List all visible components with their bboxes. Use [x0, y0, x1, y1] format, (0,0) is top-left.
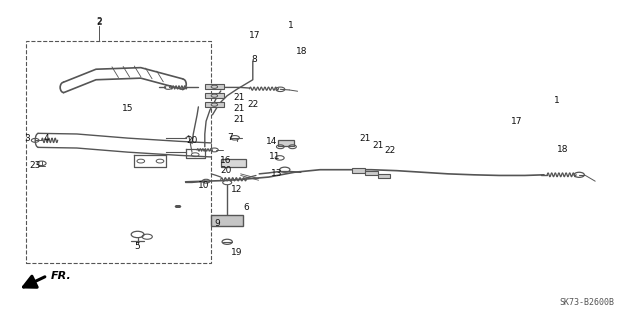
- Text: 1: 1: [289, 21, 294, 30]
- Text: 3: 3: [24, 134, 29, 143]
- Bar: [205, 93, 224, 98]
- Text: SK73-B2600B: SK73-B2600B: [559, 298, 614, 307]
- Text: FR.: FR.: [51, 271, 72, 281]
- Bar: [221, 159, 246, 167]
- Text: 1: 1: [554, 96, 559, 105]
- Ellipse shape: [218, 219, 237, 223]
- Text: 18: 18: [557, 145, 569, 154]
- Bar: [278, 140, 294, 146]
- Text: 21: 21: [233, 104, 244, 113]
- Text: 23: 23: [29, 161, 41, 170]
- Text: 22: 22: [247, 100, 259, 109]
- Text: 15: 15: [122, 104, 134, 113]
- Text: 4: 4: [44, 134, 49, 143]
- Text: 5: 5: [135, 242, 140, 251]
- Text: 21: 21: [359, 134, 371, 143]
- Bar: [205, 102, 224, 107]
- Text: 2: 2: [97, 18, 102, 27]
- Bar: [378, 174, 390, 178]
- Text: 14: 14: [266, 137, 278, 146]
- Text: 18: 18: [296, 47, 308, 56]
- Text: 22: 22: [385, 146, 396, 155]
- Text: 2: 2: [97, 17, 102, 26]
- Text: 8: 8: [252, 56, 257, 64]
- Text: 21: 21: [372, 141, 383, 150]
- Bar: [26, 41, 211, 263]
- Text: 16: 16: [220, 156, 232, 165]
- Text: 20: 20: [186, 136, 198, 145]
- Text: 19: 19: [231, 248, 243, 256]
- Text: 9: 9: [215, 219, 220, 228]
- Text: 21: 21: [233, 115, 244, 124]
- Bar: [352, 168, 365, 173]
- Text: 6: 6: [244, 203, 249, 212]
- Text: 20: 20: [220, 166, 232, 175]
- Text: 7: 7: [228, 133, 233, 142]
- Bar: [365, 171, 378, 175]
- Bar: [211, 215, 243, 226]
- Bar: [205, 84, 224, 89]
- Text: 13: 13: [271, 169, 282, 178]
- Text: 12: 12: [231, 185, 243, 194]
- Text: 17: 17: [511, 117, 523, 126]
- Text: 21: 21: [233, 93, 244, 102]
- Text: 10: 10: [198, 181, 209, 190]
- Text: 17: 17: [249, 31, 260, 40]
- Text: 11: 11: [269, 152, 281, 161]
